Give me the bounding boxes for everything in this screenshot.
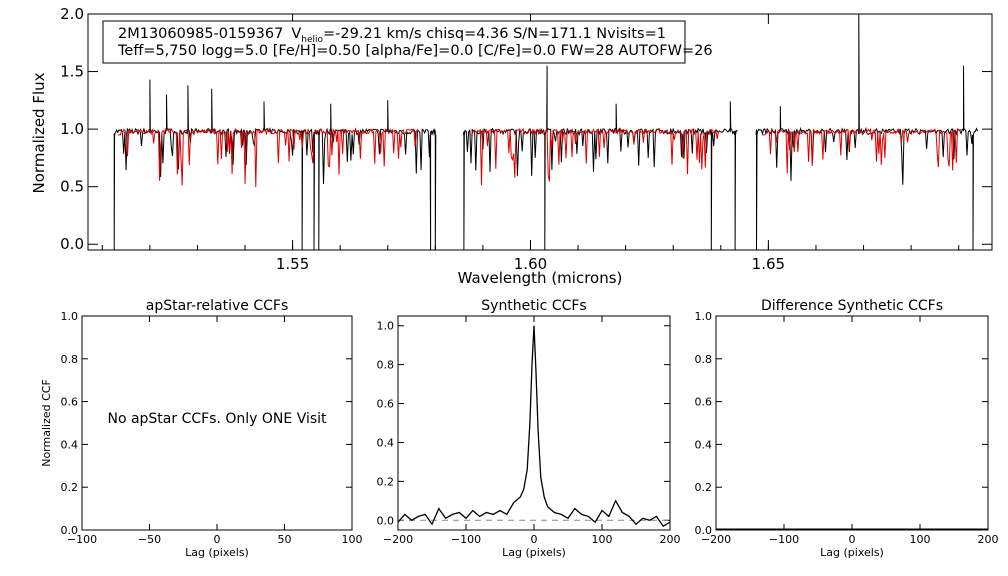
spectrum-xtick-label: 1.65 [752,255,785,273]
spectrum-xlabel: Wavelength (microns) [458,269,623,287]
difference-ccf-xtick-label: 200 [978,533,999,546]
synthetic-ccf-ticks: −200 −100 0 100 200 0.0 0.2 0.4 0.6 0.8 1.0 [377,316,681,546]
observed-spectrum-line [113,79,437,251]
synthetic-ccf-ytick-label: 0.6 [377,398,395,411]
difference-ccf-panel: −200 −100 0 100 200 0.0 0.2 0.4 0.6 0.8 1.0 Differ… [695,298,999,559]
apstar-ccf-ytick-label: 0.4 [61,438,79,451]
difference-ccf-xtick-label: 0 [849,533,856,546]
synthetic-ccf-xtick-label: 0 [531,533,538,546]
apstar-ccf-ytick-label: 0.2 [61,481,79,494]
difference-ccf-ytick-label: 0.6 [695,396,713,409]
spectrum-ytick-label: 2.0 [60,5,84,23]
spectrum-ytick-label: 1.5 [60,63,84,81]
spectrum-panel: 1.55 1.60 1.65 0.0 0.5 1.0 1.5 2.0 2M13060985-0… [30,5,993,287]
info-line-1: 2M13060985-0159367 Vhelio=-29.21 km/s chi… [118,26,666,45]
spectrum-frame [87,13,993,251]
synthetic-ccf-ytick-label: 1.0 [377,320,395,333]
apstar-ccf-ytick-label: 0.0 [61,524,79,537]
apstar-ccf-xtick-label: −50 [138,533,161,546]
apstar-ccf-ytick-label: 0.6 [61,396,79,409]
info-box [102,20,686,64]
synthetic-ccf-panel: −200 −100 0 100 200 0.0 0.2 0.4 0.6 0.8 1.0 Synthe… [377,298,681,559]
apstar-ccf-ytick-label: 1.0 [61,310,79,323]
synthetic-ccf-ytick-label: 0.8 [377,359,395,372]
spectrum-model-series [118,127,962,188]
synthetic-ccf-line [397,325,671,527]
synthetic-ccf-ytick-label: 0.0 [377,514,395,527]
synthetic-ccf-ytick-label: 0.4 [377,436,395,449]
synthetic-ccf-title: Synthetic CCFs [481,298,586,314]
synthetic-ccf-xtick-label: 200 [660,533,681,546]
difference-ccf-title: Difference Synthetic CCFs [761,298,943,314]
difference-ccf-ticks: −200 −100 0 100 200 0.0 0.2 0.4 0.6 0.8 1.0 [695,310,999,546]
spectrum-ytick-label: 0.0 [60,235,84,253]
model-spectrum-line [762,127,962,174]
spectrum-ylabel: Normalized Flux [30,72,48,193]
difference-ccf-xlabel: Lag (pixels) [820,546,884,559]
model-spectrum-line [118,127,420,188]
info-line-1-values: =-29.21 km/s chisq=4.36 S/N=171.1 Nvisit… [323,26,666,42]
synthetic-ccf-series [397,325,671,527]
spectrum-ytick-label: 1.0 [60,120,84,138]
difference-ccf-xtick-label: 100 [910,533,931,546]
difference-ccf-ytick-label: 0.0 [695,524,713,537]
apstar-ccf-panel: −100 −50 0 50 100 0.0 0.2 0.4 0.6 0.8 1.0 apStar-r… [40,298,363,559]
spectrum-ytick-label: 0.5 [60,178,84,196]
apstar-ccf-ticks: −100 −50 0 50 100 0.0 0.2 0.4 0.6 0.8 1.0 [61,310,363,546]
info-line-2: Teff=5,750 logg=5.0 [Fe/H]=0.50 [alpha/F… [117,43,713,59]
apstar-ccf-ytick-label: 0.8 [61,353,79,366]
observed-spectrum-line [462,65,738,251]
star-id: 2M13060985-0159367 [118,26,283,42]
difference-ccf-ytick-label: 0.8 [695,353,713,366]
apstar-ccf-xtick-label: 50 [278,533,292,546]
spectrum-xtick-label: 1.55 [276,255,309,273]
apstar-ccf-xtick-label: 0 [214,533,221,546]
apstar-ccf-ylabel: Normalized CCF [40,379,53,467]
synthetic-ccf-xlabel: Lag (pixels) [502,546,566,559]
vhelio-subscript: helio [301,35,323,45]
model-spectrum-line [469,127,721,186]
vhelio-symbol: V [291,26,301,42]
synthetic-ccf-xtick-label: 100 [592,533,613,546]
spectrum-ticks: 1.55 1.60 1.65 0.0 0.5 1.0 1.5 2.0 [60,5,992,273]
apstar-ccf-xlabel: Lag (pixels) [185,546,249,559]
apstar-ccf-xtick-label: −100 [67,533,97,546]
synthetic-ccf-frame [397,315,671,531]
synthetic-ccf-xtick-label: −200 [383,533,413,546]
synthetic-ccf-xtick-label: −100 [451,533,481,546]
difference-ccf-ytick-label: 0.2 [695,481,713,494]
spectrum-xtick-label: 1.60 [514,255,547,273]
difference-ccf-xtick-label: −100 [769,533,799,546]
difference-ccf-ytick-label: 1.0 [695,310,713,323]
difference-ccf-frame [715,315,989,531]
difference-ccf-ytick-label: 0.4 [695,438,713,451]
difference-ccf-xtick-label: −200 [701,533,731,546]
synthetic-ccf-ytick-label: 0.2 [377,475,395,488]
apstar-ccf-xtick-label: 100 [342,533,363,546]
no-ccf-annotation: No apStar CCFs. Only ONE Visit [107,411,327,427]
apstar-ccf-title: apStar-relative CCFs [146,298,289,314]
